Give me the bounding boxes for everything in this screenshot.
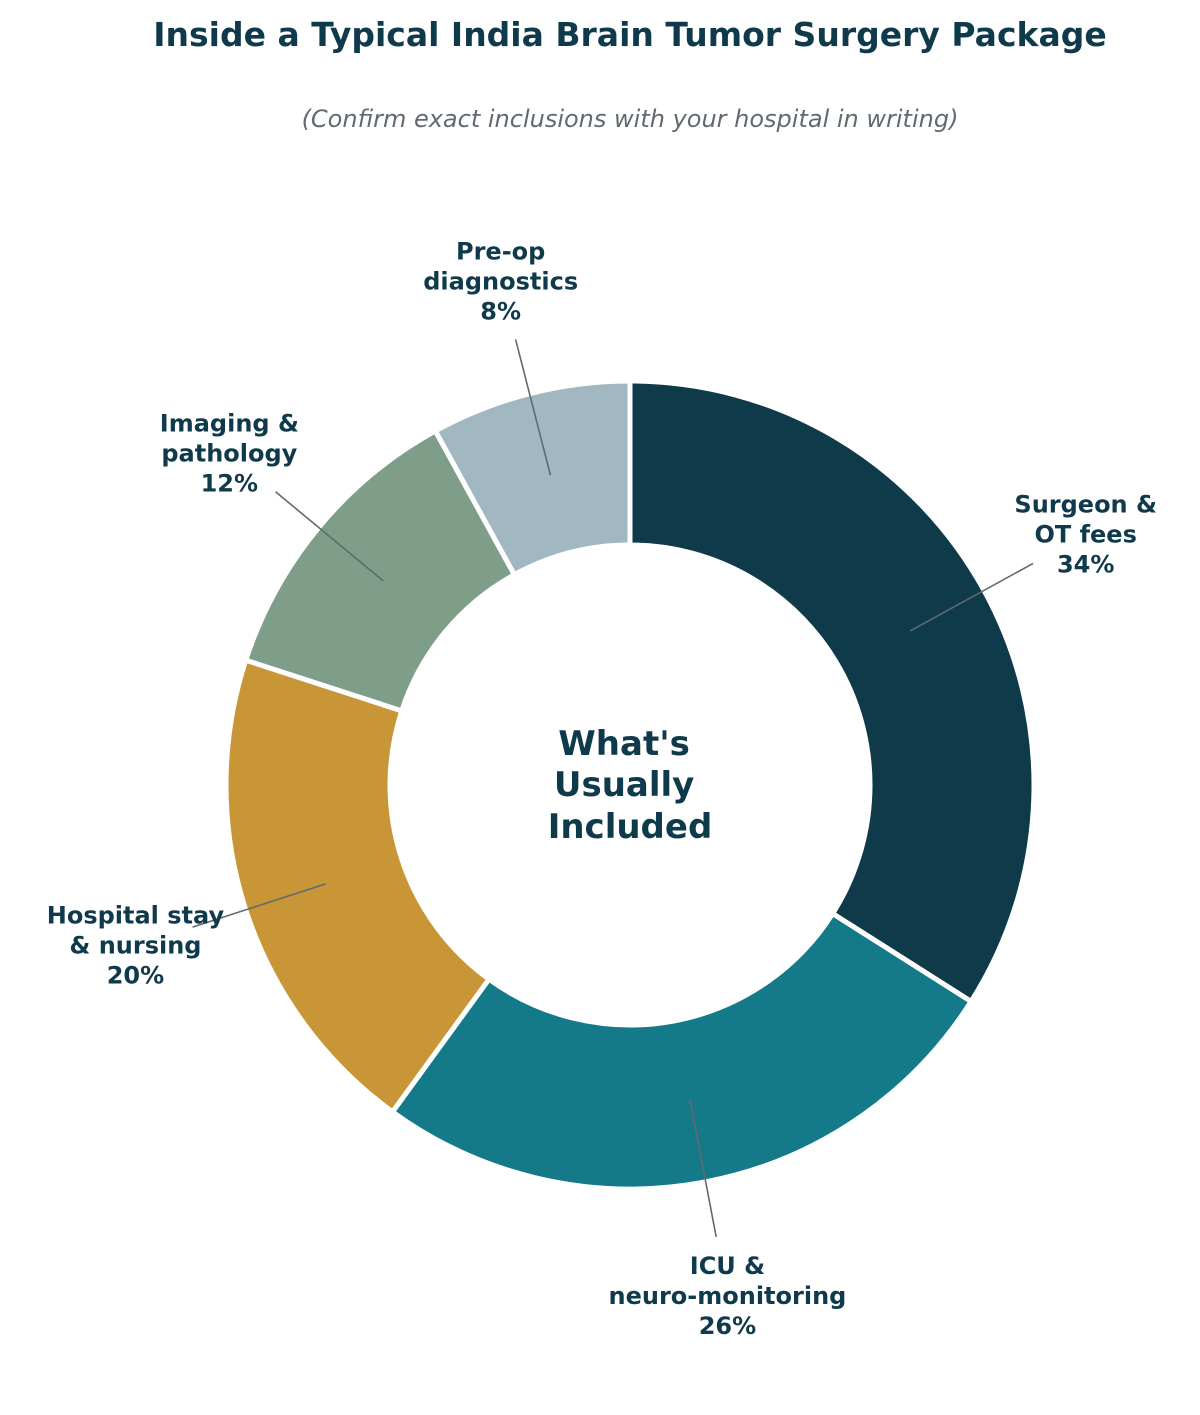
center-label-line-2: Usually <box>554 765 694 805</box>
slice-surgeon-and-ot-fees <box>627 378 1037 1005</box>
slice-category-label: diagnostics <box>423 267 578 295</box>
leader-line-pre-op-diagnostics <box>514 339 552 476</box>
slice-value-label: 8% <box>480 297 521 325</box>
slice-category-label: OT fees <box>1034 520 1136 548</box>
slice-value-label: 26% <box>699 1312 756 1340</box>
leader-line-imaging-and-pathology <box>275 491 384 582</box>
slice-category-label: Pre-op <box>456 237 545 265</box>
slice-hospital-stay-and-nursing <box>223 657 493 1116</box>
leader-line-surgeon-and-ot-fees <box>910 562 1034 632</box>
center-label-line-1: What's <box>558 724 690 764</box>
slice-category-label: Hospital stay <box>47 902 225 930</box>
donut-slices <box>223 378 1037 1192</box>
slice-value-label: 12% <box>201 470 258 498</box>
leader-line-hospital-stay-and-nursing <box>192 883 326 928</box>
slice-icu-and-neuro-monitoring <box>389 910 975 1192</box>
center-label: What's Usually Included <box>548 724 713 847</box>
leader-lines <box>192 339 1034 1238</box>
slice-category-label: neuro-monitoring <box>609 1282 847 1310</box>
slice-label-pre-op-diagnostics: Pre-op diagnostics 8% <box>423 237 578 325</box>
chart-subtitle: (Confirm exact inclusions with your hosp… <box>302 105 959 133</box>
slice-value-label: 34% <box>1057 550 1114 578</box>
slice-category-label: & nursing <box>69 932 201 960</box>
slice-label-surgeon-and-ot-fees: Surgeon & OT fees 34% <box>1014 490 1157 578</box>
slice-category-label: Surgeon & <box>1014 490 1157 518</box>
slice-label-icu-and-neuro-monitoring: ICU & neuro-monitoring 26% <box>609 1252 847 1340</box>
slice-value-label: 20% <box>107 962 164 990</box>
slice-category-label: pathology <box>161 440 297 468</box>
chart-title: Inside a Typical India Brain Tumor Surge… <box>153 15 1106 54</box>
slice-label-hospital-stay-and-nursing: Hospital stay & nursing 20% <box>47 902 225 990</box>
leader-line-icu-and-neuro-monitoring <box>689 1099 717 1238</box>
slice-category-label: Imaging & <box>160 410 299 438</box>
slice-labels: Surgeon & OT fees 34% ICU & neuro-monitoring… <box>47 237 1157 1339</box>
slice-category-label: ICU & <box>690 1252 765 1280</box>
slice-label-imaging-and-pathology: Imaging & pathology 12% <box>160 410 299 498</box>
center-label-line-3: Included <box>548 807 713 847</box>
slice-pre-op-diagnostics <box>431 378 633 579</box>
